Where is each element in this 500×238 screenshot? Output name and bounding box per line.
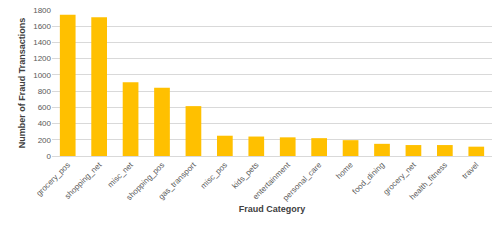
svg-text:Fraud Category: Fraud Category [239,204,306,214]
svg-text:health_fitness: health_fitness [408,160,449,201]
svg-text:400: 400 [38,119,52,128]
svg-text:kids_pets: kids_pets [230,160,260,190]
svg-text:1800: 1800 [33,6,51,15]
svg-text:1400: 1400 [33,38,51,47]
svg-text:misc_pos: misc_pos [199,160,229,190]
svg-text:200: 200 [38,136,52,145]
svg-text:1200: 1200 [33,54,51,63]
svg-text:0: 0 [47,152,52,161]
svg-text:grocery_pos: grocery_pos [34,160,71,197]
svg-text:600: 600 [38,103,52,112]
svg-text:gas_transport: gas_transport [157,160,199,202]
svg-text:shopping_pos: shopping_pos [125,160,167,202]
svg-text:1000: 1000 [33,71,51,80]
svg-text:Number of Fraud Transactions: Number of Fraud Transactions [17,18,27,149]
svg-text:food_dining: food_dining [351,160,387,196]
svg-text:grocery_net: grocery_net [381,160,418,197]
svg-text:home: home [334,160,355,181]
svg-text:travel: travel [460,160,480,180]
svg-text:entertainment: entertainment [251,160,293,202]
svg-text:personal_care: personal_care [281,160,324,203]
svg-text:800: 800 [38,87,52,96]
svg-text:1600: 1600 [33,22,51,31]
svg-text:misc_net: misc_net [106,160,136,190]
svg-text:shopping_net: shopping_net [63,160,104,201]
